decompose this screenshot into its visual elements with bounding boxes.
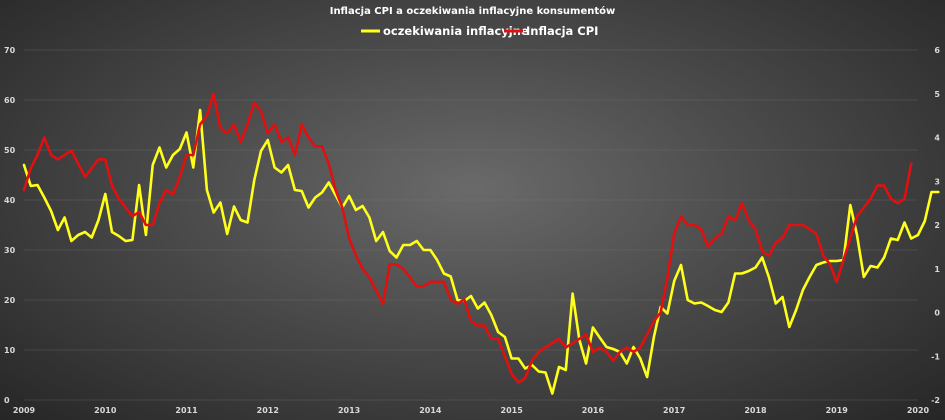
left-axis: 0 10 20 30 40 50 60 70: [4, 46, 16, 405]
series-line-cpi: [22, 92, 913, 384]
left-tick-label: 10: [4, 346, 16, 355]
x-tick-label: 2013: [338, 406, 360, 415]
x-tick-label: 2018: [744, 406, 767, 415]
right-tick-label: 2: [934, 221, 940, 230]
left-tick-label: 60: [4, 96, 16, 105]
right-tick-label: -2: [931, 396, 940, 405]
left-tick-label: 0: [4, 396, 10, 405]
legend-label-expectations: oczekiwania inflacyjne: [383, 24, 529, 38]
right-tick-label: 4: [934, 134, 940, 143]
left-tick-label: 20: [4, 296, 16, 305]
right-tick-label: 0: [934, 309, 940, 318]
right-tick-label: 1: [934, 265, 940, 274]
x-tick-label: 2010: [94, 406, 117, 415]
series-layer: [22, 92, 940, 395]
x-tick-label: 2011: [175, 406, 198, 415]
x-tick-label: 2009: [13, 406, 36, 415]
legend: oczekiwania inflacyjne Inflacja CPI: [361, 24, 598, 38]
left-tick-label: 40: [4, 196, 16, 205]
left-tick-label: 70: [4, 46, 16, 55]
legend-label-cpi: Inflacja CPI: [526, 24, 598, 38]
left-tick-label: 30: [4, 246, 16, 255]
right-tick-label: 5: [934, 90, 940, 99]
x-tick-label: 2019: [826, 406, 849, 415]
right-tick-label: -1: [931, 352, 940, 361]
series-line-expectations: [22, 108, 940, 395]
right-tick-label: 3: [934, 177, 940, 186]
x-tick-label: 2012: [257, 406, 279, 415]
x-tick-label: 2017: [663, 406, 685, 415]
x-tick-label: 2015: [501, 406, 524, 415]
x-tick-label: 2016: [582, 406, 605, 415]
left-tick-label: 50: [4, 146, 16, 155]
x-tick-label: 2014: [419, 406, 442, 415]
x-axis: 2009 2010 2011 2012 2013 2014 2015 2016 2017 2018…: [13, 406, 930, 415]
chart-title: Inflacja CPI a oczekiwania inflacyjne ko…: [330, 5, 616, 17]
right-tick-label: 6: [934, 46, 940, 55]
x-tick-label: 2020: [907, 406, 930, 415]
gridlines: [24, 49, 918, 401]
right-axis: -2 -1 0 1 2 3 4 5 6: [931, 46, 940, 405]
